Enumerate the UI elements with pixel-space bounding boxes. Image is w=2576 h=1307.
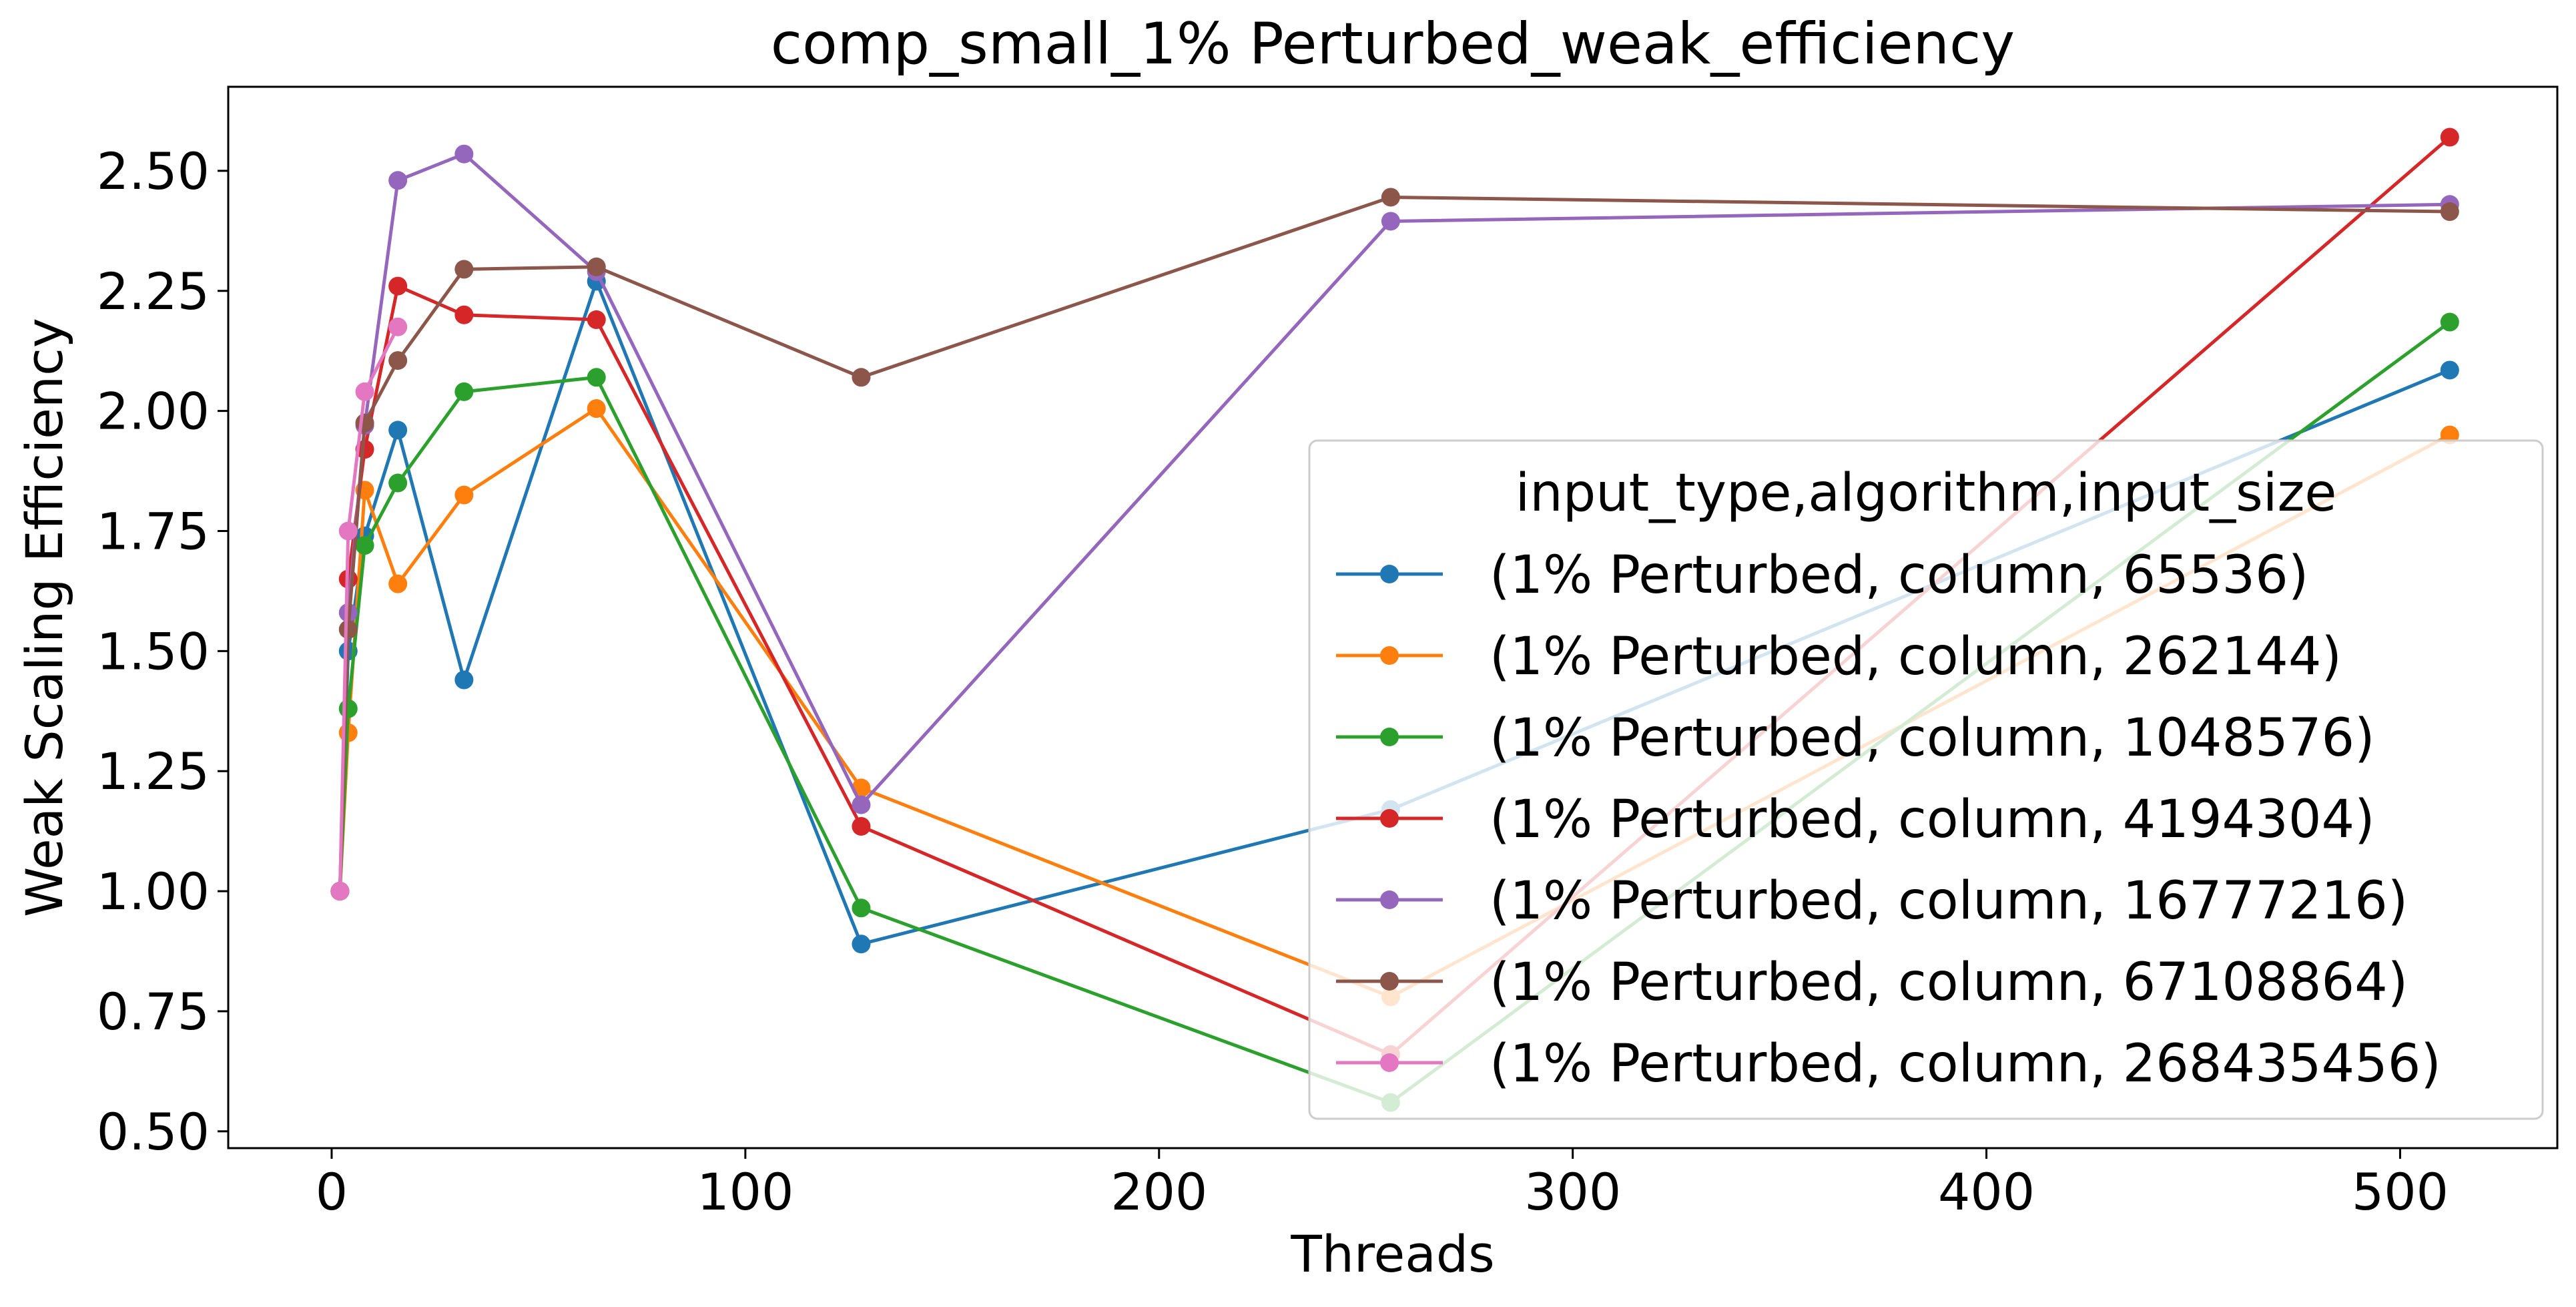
- data-point: [388, 317, 408, 336]
- data-point: [388, 421, 408, 440]
- legend-title: input_type,algorithm,input_size: [1516, 463, 2337, 523]
- legend-swatch-marker: [1380, 728, 1399, 746]
- legend-label: (1% Perturbed, column, 65536): [1490, 545, 2308, 605]
- data-point: [587, 399, 606, 419]
- data-point: [338, 619, 358, 639]
- y-axis-label: Weak Scaling Efficiency: [15, 318, 74, 917]
- series-line: [338, 326, 400, 892]
- y-tick-label: 2.50: [97, 142, 210, 201]
- x-tick-label: 200: [1110, 1162, 1207, 1222]
- x-tick-label: 500: [2352, 1162, 2449, 1222]
- data-point: [355, 536, 374, 555]
- legend-swatch-marker: [1380, 1053, 1399, 1072]
- data-point: [355, 413, 374, 433]
- y-tick-label: 0.50: [97, 1102, 210, 1161]
- data-point: [454, 260, 474, 279]
- data-point: [852, 898, 871, 918]
- legend-swatch-marker: [1380, 972, 1399, 991]
- legend: input_type,algorithm,input_size (1% Pertu…: [1308, 439, 2544, 1120]
- y-tick-label: 1.25: [97, 742, 210, 801]
- x-tick-label: 100: [697, 1162, 793, 1222]
- legend-entry: (1% Perturbed, column, 1048576): [1336, 708, 2375, 768]
- legend-label: (1% Perturbed, column, 262144): [1490, 627, 2342, 687]
- data-point: [587, 368, 606, 387]
- data-point: [454, 305, 474, 324]
- legend-label: (1% Perturbed, column, 4194304): [1490, 790, 2375, 850]
- data-point: [1381, 188, 1400, 207]
- data-point: [454, 382, 474, 401]
- data-point: [388, 574, 408, 593]
- x-tick-label: 0: [316, 1162, 348, 1222]
- legend-box: [1308, 439, 2544, 1120]
- plot-area-frame: [227, 85, 2559, 1149]
- data-point: [852, 816, 871, 836]
- data-point: [852, 795, 871, 814]
- data-point: [388, 276, 408, 296]
- legend-swatch-marker: [1380, 890, 1399, 909]
- y-tick-label: 0.75: [97, 982, 210, 1041]
- data-point: [388, 171, 408, 190]
- y-tick-label: 1.00: [97, 862, 210, 921]
- chart-title: comp_small_1% Perturbed_weak_efficiency: [771, 11, 2015, 77]
- series-lines: [330, 127, 2459, 1112]
- legend-entry: (1% Perturbed, column, 4194304): [1336, 790, 2375, 850]
- legend-swatch-marker: [1380, 646, 1399, 665]
- legend-label: (1% Perturbed, column, 16777216): [1490, 871, 2408, 931]
- y-tick-label: 1.75: [97, 501, 210, 561]
- legend-label: (1% Perturbed, column, 1048576): [1490, 708, 2375, 768]
- legend-entry: (1% Perturbed, column, 262144): [1336, 627, 2342, 687]
- data-point: [587, 310, 606, 329]
- legend-entry: (1% Perturbed, column, 67108864): [1336, 953, 2408, 1013]
- series-7: [330, 317, 408, 901]
- data-point: [338, 699, 358, 718]
- data-point: [587, 257, 606, 276]
- legend-entry: (1% Perturbed, column, 268435456): [1336, 1034, 2441, 1094]
- data-point: [388, 473, 408, 493]
- x-tick-label: 300: [1524, 1162, 1621, 1222]
- data-point: [454, 485, 474, 505]
- data-point: [330, 882, 350, 901]
- y-tick-label: 1.50: [97, 621, 210, 681]
- data-point: [454, 144, 474, 164]
- legend-label: (1% Perturbed, column, 67108864): [1490, 953, 2408, 1013]
- x-tick-label: 400: [1938, 1162, 2035, 1222]
- series-6: [330, 188, 2459, 901]
- y-tick-label: 2.25: [97, 262, 210, 321]
- data-point: [454, 670, 474, 690]
- y-tick-label: 2.00: [97, 382, 210, 441]
- data-point: [2440, 127, 2459, 147]
- data-point: [338, 521, 358, 541]
- legend-entry: (1% Perturbed, column, 16777216): [1336, 871, 2408, 931]
- x-axis-label: Threads: [1290, 1224, 1494, 1284]
- data-point: [2440, 312, 2459, 332]
- data-point: [1381, 212, 1400, 231]
- axis-ticks: 0 100 200 300 400 500 0.50 0.75 1.00 1.25 1.50 1.75…: [97, 142, 2449, 1222]
- data-point: [388, 351, 408, 370]
- data-point: [2440, 360, 2459, 380]
- legend-swatch-marker: [1380, 565, 1399, 583]
- data-point: [355, 382, 374, 401]
- data-point: [852, 935, 871, 954]
- legend-entry: (1% Perturbed, column, 65536): [1336, 545, 2308, 605]
- data-point: [2440, 202, 2459, 222]
- legend-label: (1% Perturbed, column, 268435456): [1490, 1034, 2441, 1094]
- legend-swatch-marker: [1380, 809, 1399, 828]
- data-point: [852, 368, 871, 387]
